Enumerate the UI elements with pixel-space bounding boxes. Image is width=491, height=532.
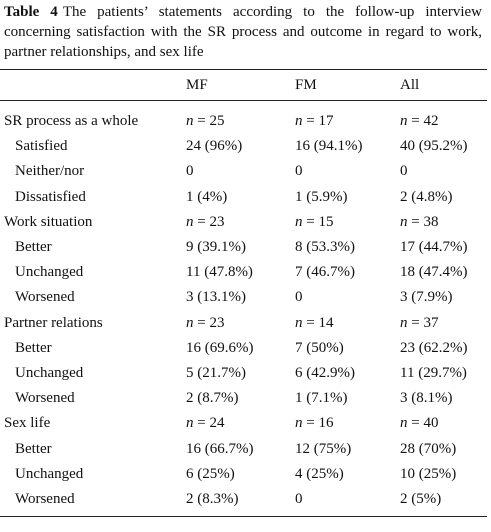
sub-row: Satisfied 24 (96%) 16 (94.1%) 40 (95.2%) xyxy=(0,134,487,159)
cell: 1 (4%) xyxy=(186,188,228,205)
sub-row: Unchanged 6 (25%) 4 (25%) 10 (25%) xyxy=(0,462,487,487)
group-row: Partner relations n = 23 n = 14 n = 37 xyxy=(0,311,487,336)
cell: n = 37 xyxy=(400,314,439,331)
row-label: Unchanged xyxy=(15,465,84,482)
cell: 18 (47.4%) xyxy=(400,264,468,281)
sub-row: Better 9 (39.1%) 8 (53.3%) 17 (44.7%) xyxy=(0,235,487,260)
row-label: Dissatisfied xyxy=(15,188,86,205)
cell: n = 38 xyxy=(400,213,439,230)
caption-text: The patients’ statements according to th… xyxy=(4,4,483,60)
cell: 7 (46.7%) xyxy=(295,264,355,281)
cell: 40 (95.2%) xyxy=(400,138,468,155)
row-label: Better xyxy=(15,339,52,356)
cell: 28 (70%) xyxy=(400,440,457,457)
cell: n = 17 xyxy=(295,113,334,130)
cell: 23 (62.2%) xyxy=(400,339,468,356)
cell: 2 (4.8%) xyxy=(400,188,453,205)
header-cell xyxy=(0,70,186,101)
cell: 1 (7.1%) xyxy=(295,390,348,407)
group-row: Sex life n = 24 n = 16 n = 40 xyxy=(0,411,487,436)
cell: 3 (8.1%) xyxy=(400,390,453,407)
header-cell: All xyxy=(400,76,420,93)
row-label: Neither/nor xyxy=(15,163,85,180)
cell: 7 (50%) xyxy=(295,339,344,356)
caption: Table 4 The patients’ statements accordin… xyxy=(4,2,482,62)
sub-row: Neither/nor 0 0 0 xyxy=(0,159,487,184)
header-cell: FM xyxy=(295,76,317,93)
table: MF FM All SR process as a whole n = 25 n = 1… xyxy=(0,69,487,517)
cell: 6 (42.9%) xyxy=(295,364,355,381)
cell: 16 (66.7%) xyxy=(186,440,254,457)
group-row: SR process as a whole n = 25 n = 17 n = 42 xyxy=(0,101,487,135)
table-header: MF FM All xyxy=(0,69,487,101)
cell: n = 23 xyxy=(186,213,225,230)
cell: 6 (25%) xyxy=(186,465,235,482)
sub-row: Better 16 (69.6%) 7 (50%) 23 (62.2%) xyxy=(0,336,487,361)
sub-row: Unchanged 11 (47.8%) 7 (46.7%) 18 (47.4%) xyxy=(0,260,487,285)
row-label: Satisfied xyxy=(15,138,68,155)
row-label: Worsened xyxy=(15,390,75,407)
cell: 1 (5.9%) xyxy=(295,188,348,205)
cell: 24 (96%) xyxy=(186,138,243,155)
cell: 11 (47.8%) xyxy=(186,264,253,281)
cell: 0 xyxy=(295,163,303,180)
row-label: Sex life xyxy=(4,415,51,432)
row-label: Worsened xyxy=(15,289,75,306)
caption-label: Table 4 xyxy=(4,4,58,20)
row-label: Worsened xyxy=(15,490,75,507)
row-label: Partner relations xyxy=(4,314,103,331)
cell: 0 xyxy=(186,163,194,180)
sub-row: Worsened 2 (8.7%) 1 (7.1%) 3 (8.1%) xyxy=(0,386,487,411)
cell: 16 (69.6%) xyxy=(186,339,254,356)
cell: 2 (8.7%) xyxy=(186,390,239,407)
cell: 9 (39.1%) xyxy=(186,239,246,256)
row-label: Better xyxy=(15,239,52,256)
cell: n = 16 xyxy=(295,415,334,432)
cell: n = 40 xyxy=(400,415,439,432)
cell: 8 (53.3%) xyxy=(295,239,355,256)
cell: n = 25 xyxy=(186,113,225,130)
header-cell: MF xyxy=(186,76,208,93)
cell: 11 (29.7%) xyxy=(400,364,467,381)
cell: n = 14 xyxy=(295,314,334,331)
row-label: Better xyxy=(15,440,52,457)
row-label: Work situation xyxy=(4,213,93,230)
cell: n = 23 xyxy=(186,314,225,331)
sub-row: Dissatisfied 1 (4%) 1 (5.9%) 2 (4.8%) xyxy=(0,185,487,210)
cell: 4 (25%) xyxy=(295,465,344,482)
cell: 0 xyxy=(400,163,408,180)
cell: 3 (7.9%) xyxy=(400,289,453,306)
cell: 5 (21.7%) xyxy=(186,364,246,381)
row-label: SR process as a whole xyxy=(4,113,139,130)
cell: 2 (8.3%) xyxy=(186,490,239,507)
cell: 16 (94.1%) xyxy=(295,138,363,155)
cell: 17 (44.7%) xyxy=(400,239,468,256)
cell: 12 (75%) xyxy=(295,440,352,457)
cell: 0 xyxy=(295,289,303,306)
sub-row: Better 16 (66.7%) 12 (75%) 28 (70%) xyxy=(0,436,487,461)
row-label: Unchanged xyxy=(15,264,84,281)
table-body: SR process as a whole n = 25 n = 17 n = 42 S… xyxy=(0,101,487,517)
cell: 2 (5%) xyxy=(400,490,442,507)
row-label: Unchanged xyxy=(15,364,84,381)
cell: n = 24 xyxy=(186,415,225,432)
sub-row: Worsened 3 (13.1%) 0 3 (7.9%) xyxy=(0,285,487,310)
cell: n = 15 xyxy=(295,213,334,230)
sub-row: Unchanged 5 (21.7%) 6 (42.9%) 11 (29.7%) xyxy=(0,361,487,386)
header-row: MF FM All xyxy=(0,70,487,101)
cell: 10 (25%) xyxy=(400,465,457,482)
cell: n = 42 xyxy=(400,113,439,130)
sub-row: Worsened 2 (8.3%) 0 2 (5%) xyxy=(0,487,487,517)
cell: 0 xyxy=(295,490,303,507)
group-row: Work situation n = 23 n = 15 n = 38 xyxy=(0,210,487,235)
cell: 3 (13.1%) xyxy=(186,289,246,306)
